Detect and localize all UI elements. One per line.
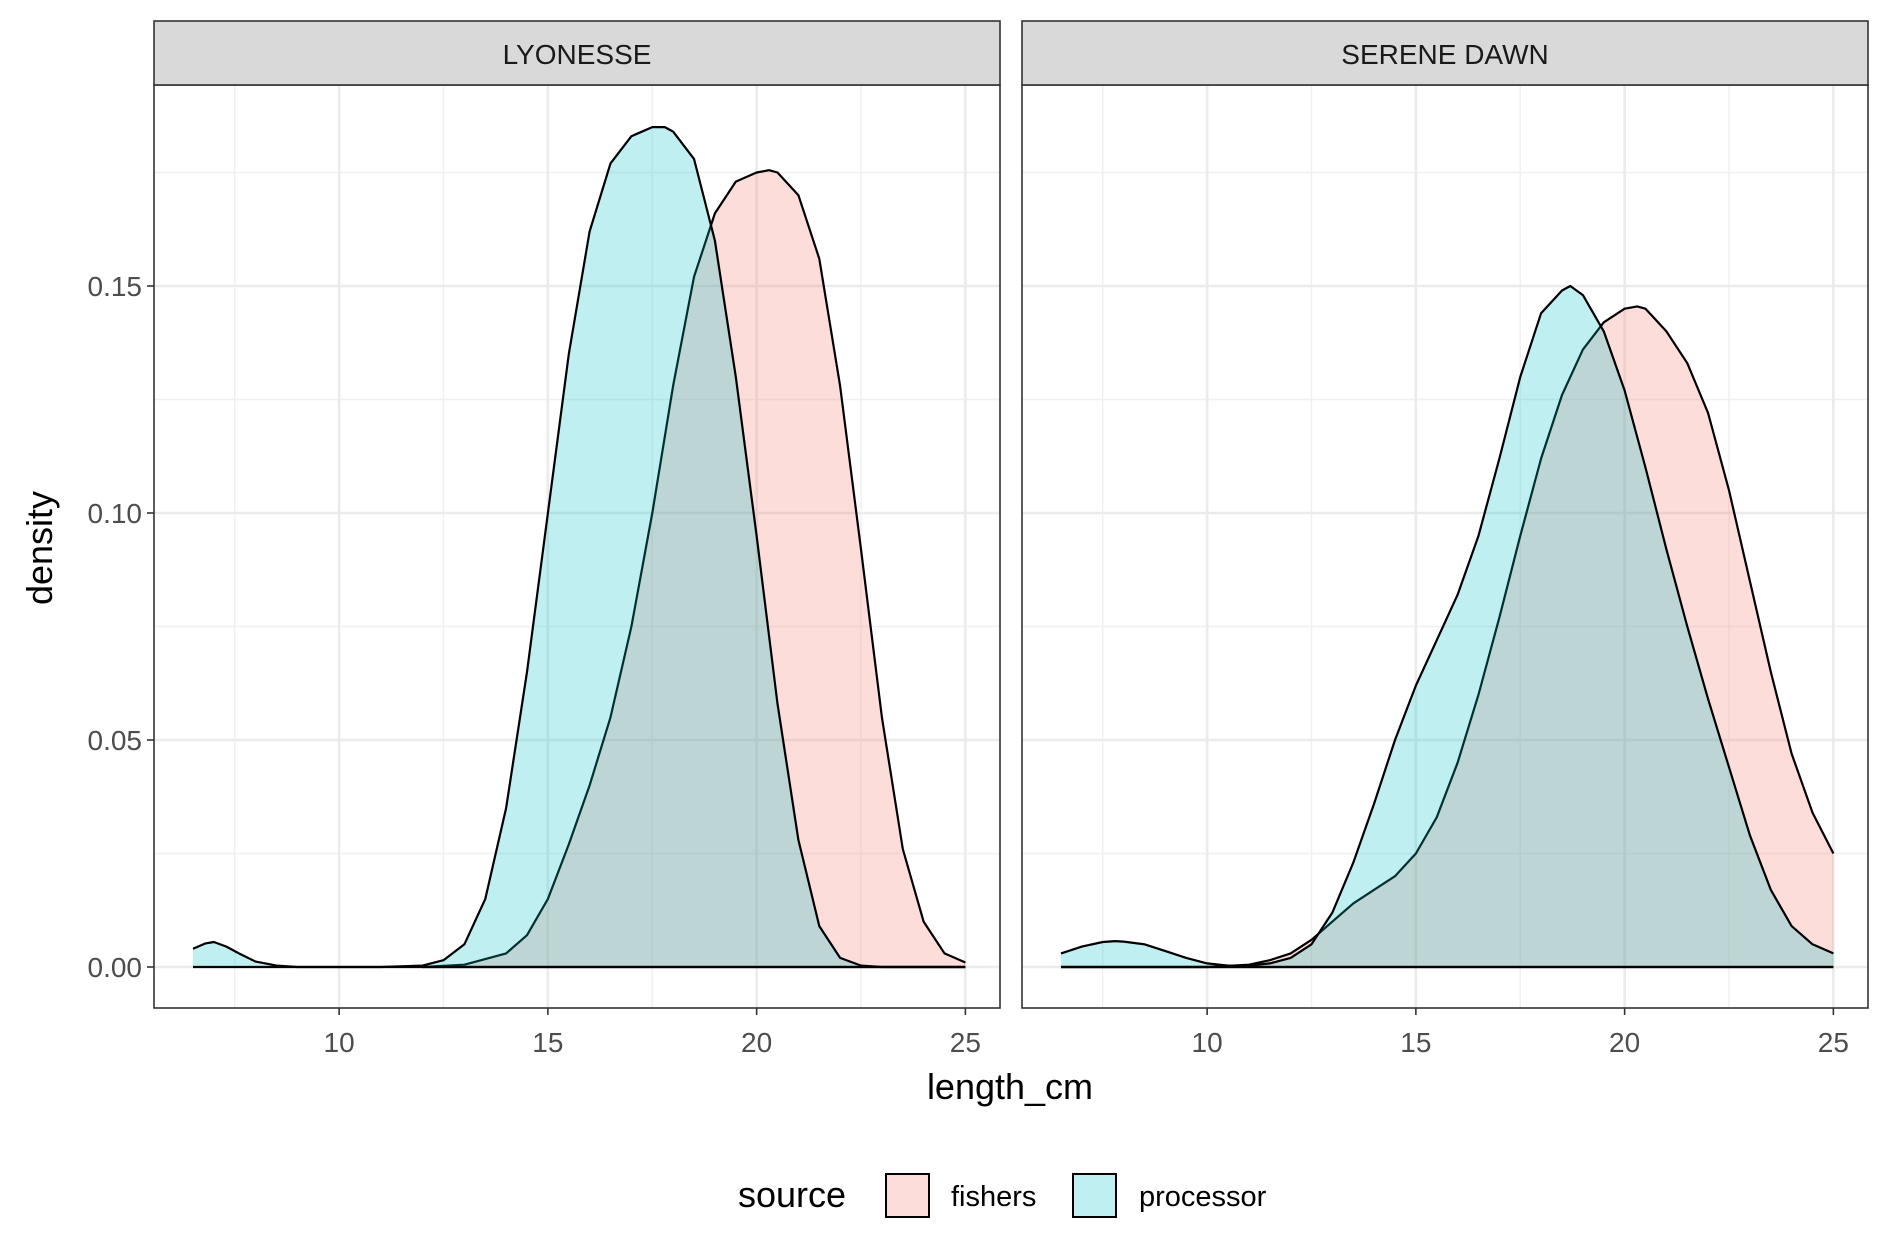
legend-label-processor: processor [1139, 1181, 1267, 1213]
axis-titles: length_cm density [19, 491, 1093, 1107]
y-tick-label: 0.15 [88, 271, 143, 302]
x-axis-title: length_cm [927, 1066, 1093, 1107]
density-area-fishers [422, 170, 966, 967]
y-tick-label: 0.05 [88, 725, 143, 756]
legend-item-processor: processor [1072, 1173, 1267, 1218]
legend-item-fishers: fishers [885, 1173, 1036, 1218]
legend-key-fishers [885, 1173, 930, 1218]
x-tick-label: 20 [741, 1027, 772, 1058]
facet-strip-label: SERENE DAWN [1341, 39, 1548, 70]
x-tick-label: 25 [1818, 1027, 1849, 1058]
y-tick-label: 0.00 [88, 952, 143, 983]
x-axis: 10 15 20 25 [1192, 1008, 1849, 1058]
legend: source fishers processor [738, 1173, 1267, 1218]
density-line-fishers [1061, 305, 1835, 969]
panels-layer: LYONESSE 10 15 20 25 0.00 0.05 0.10 0.15 SERENE D… [88, 20, 1869, 1058]
facet-strip-label: LYONESSE [503, 39, 652, 70]
facet-strip [153, 20, 1001, 86]
x-tick-label: 10 [324, 1027, 355, 1058]
gridlines [1022, 85, 1868, 1008]
density-area-fishers [1061, 306, 1834, 967]
density-line-processor [1060, 284, 1834, 967]
x-tick-label: 25 [950, 1027, 981, 1058]
legend-title: source [738, 1174, 846, 1215]
density-line-processor [192, 126, 966, 969]
density-line-fishers [422, 169, 966, 969]
legend-label-fishers: fishers [951, 1181, 1036, 1213]
legend-key-processor [1072, 1173, 1117, 1218]
density-area-processor [1061, 286, 1834, 967]
density-area-processor [193, 127, 966, 968]
y-tick-label: 0.10 [88, 498, 143, 529]
x-tick-label: 15 [532, 1027, 563, 1058]
x-tick-label: 10 [1192, 1027, 1223, 1058]
x-axis: 10 15 20 25 [324, 1008, 981, 1058]
y-axis: 0.00 0.05 0.10 0.15 [88, 271, 154, 983]
facet-strip [1021, 20, 1869, 86]
x-tick-label: 15 [1400, 1027, 1431, 1058]
y-axis-title: density [19, 491, 60, 605]
x-tick-label: 20 [1609, 1027, 1640, 1058]
panel-2: SERENE DAWN 10 15 20 25 [1021, 20, 1869, 1058]
panel-1: LYONESSE 10 15 20 25 0.00 0.05 0.10 0.15 [88, 20, 1001, 1058]
